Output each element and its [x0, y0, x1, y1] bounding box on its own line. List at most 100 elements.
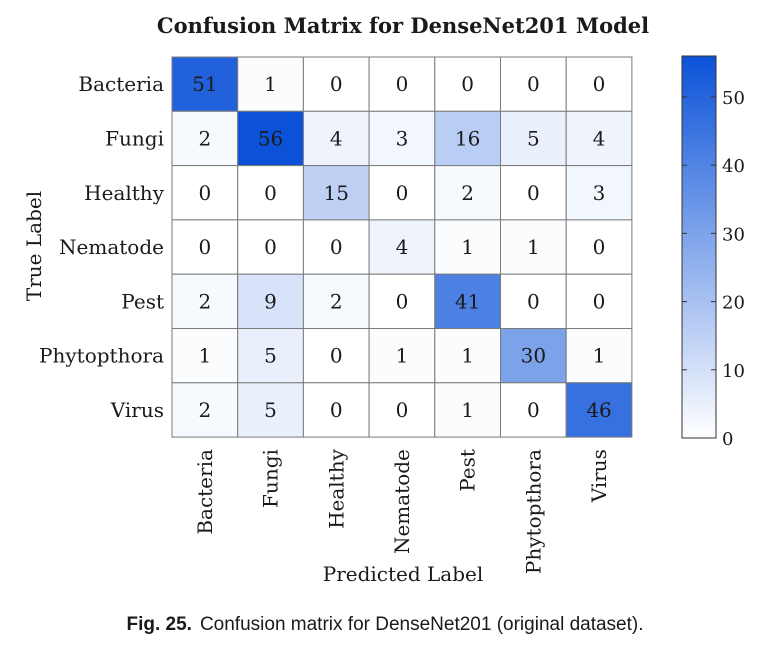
column-label-6: Virus: [587, 449, 611, 503]
colorbar-tick-label-5: 50: [722, 88, 745, 109]
cell-value-0-0: 51: [192, 72, 217, 96]
matrix-cell-4-0: [171, 273, 239, 330]
figure-caption: Fig. 25. Confusion matrix for DenseNet201…: [0, 614, 770, 636]
cell-value-2-3: 0: [396, 181, 409, 205]
cell-value-4-1: 9: [264, 289, 277, 313]
matrix-cell-5-4: [434, 328, 501, 384]
cell-value-0-1: 1: [264, 72, 277, 96]
cell-value-6-6: 46: [586, 398, 611, 422]
cell-value-6-2: 0: [330, 398, 343, 422]
cell-value-2-5: 0: [527, 181, 540, 205]
matrix-cell-2-6: [565, 165, 633, 221]
matrix-cell-5-6: [565, 328, 633, 384]
matrix-cell-3-3: [368, 219, 436, 275]
cell-value-3-1: 0: [264, 235, 277, 259]
row-label-3: Nematode: [59, 235, 164, 259]
matrix-cell-1-2: [302, 110, 370, 167]
cell-value-2-6: 3: [593, 181, 606, 205]
matrix-cell-5-3: [368, 328, 436, 384]
row-label-0: Bacteria: [78, 72, 164, 96]
row-label-4: Pest: [121, 289, 164, 313]
cell-value-6-1: 5: [264, 398, 277, 422]
cell-value-1-0: 2: [198, 126, 211, 150]
cell-value-2-4: 2: [461, 181, 474, 205]
column-labels: Bacteria Fungi Healthy Nematode Pest Phytopth…: [193, 448, 611, 574]
matrix-cell-3-5: [500, 219, 567, 275]
caption-text: Confusion matrix for DenseNet201 (origin…: [199, 614, 644, 635]
row-label-5: Phytopthora: [39, 344, 164, 368]
column-label-0: Bacteria: [193, 449, 217, 535]
matrix-cell-2-4: [434, 165, 501, 221]
cell-value-4-0: 2: [198, 289, 211, 313]
cell-value-1-1: 56: [258, 126, 283, 150]
cell-value-0-2: 0: [330, 72, 343, 96]
colorbar-tick-label-3: 30: [722, 224, 745, 245]
cell-value-0-5: 0: [527, 72, 540, 96]
column-label-2: Healthy: [324, 448, 348, 529]
cell-value-5-0: 1: [198, 344, 211, 368]
cell-value-4-2: 2: [330, 289, 343, 313]
cell-value-3-2: 0: [330, 235, 343, 259]
cell-value-6-3: 0: [396, 398, 409, 422]
cell-value-0-6: 0: [593, 72, 606, 96]
cell-value-2-1: 0: [264, 181, 277, 205]
cell-value-6-4: 1: [461, 398, 474, 422]
cell-value-5-3: 1: [396, 344, 409, 368]
cell-value-5-6: 1: [593, 344, 606, 368]
cell-value-6-5: 0: [527, 398, 540, 422]
row-label-6: Virus: [110, 398, 164, 422]
cell-value-2-2: 15: [324, 181, 349, 205]
cell-value-1-2: 4: [330, 126, 343, 150]
caption-label: Fig. 25.: [126, 614, 192, 635]
cell-value-4-5: 0: [527, 289, 540, 313]
matrix-cell-0-2: [302, 56, 370, 112]
colorbar-ticks: 0 10 20 30 40 50: [682, 88, 745, 450]
matrix-cell-1-0: [171, 110, 239, 167]
cell-value-3-5: 1: [527, 235, 540, 259]
row-label-2: Healthy: [84, 181, 165, 205]
matrix-cell-1-6: [565, 110, 633, 167]
matrix-cell-5-1: [237, 328, 304, 384]
cell-value-5-1: 5: [264, 344, 277, 368]
matrix-cell-6-2: [302, 382, 370, 438]
matrix-cell-2-3: [368, 165, 436, 221]
cell-value-4-6: 0: [593, 289, 606, 313]
cell-value-0-4: 0: [461, 72, 474, 96]
colorbar-tick-label-4: 40: [722, 156, 745, 177]
column-label-1: Fungi: [259, 449, 283, 508]
matrix-cell-6-6: [565, 382, 633, 438]
cell-value-1-6: 4: [593, 126, 606, 150]
colorbar: [681, 55, 717, 439]
matrix-cell-0-5: [500, 56, 567, 112]
matrix-cells: 51 1 0 0 0 0 02 56 4 3 16 5 40 0 15 0 2 0 30 0 0 4 1 1 02 9 2 0 41 0 0…: [171, 56, 633, 438]
cell-value-1-5: 5: [527, 126, 540, 150]
matrix-cell-6-5: [500, 382, 567, 438]
matrix-cell-2-2: [302, 165, 370, 221]
cell-value-3-3: 4: [396, 235, 409, 259]
matrix-cell-6-4: [434, 382, 501, 438]
cell-value-6-0: 2: [198, 398, 211, 422]
matrix-cell-3-1: [237, 219, 304, 275]
x-axis-label: Predicted Label: [323, 562, 484, 586]
matrix-cell-0-1: [237, 56, 304, 112]
row-labels: Bacteria Fungi Healthy Nematode Pest Phytopth…: [39, 72, 165, 422]
matrix-cell-1-4: [434, 110, 501, 167]
cell-value-4-4: 41: [455, 289, 480, 313]
column-label-4: Pest: [456, 449, 480, 492]
matrix-cell-2-1: [237, 165, 304, 221]
matrix-cell-3-6: [565, 219, 633, 275]
column-label-5: Phytopthora: [521, 449, 545, 574]
column-label-3: Nematode: [390, 449, 414, 554]
colorbar-tick-label-0: 0: [722, 429, 733, 450]
matrix-cell-0-0: [171, 56, 239, 112]
y-axis-label: True Label: [22, 191, 46, 301]
row-label-1: Fungi: [105, 126, 164, 150]
cell-value-1-4: 16: [455, 126, 480, 150]
cell-value-3-6: 0: [593, 235, 606, 259]
cell-value-5-4: 1: [461, 344, 474, 368]
cell-value-4-3: 0: [396, 289, 409, 313]
matrix-cell-4-2: [302, 273, 370, 330]
matrix-cell-3-0: [171, 219, 239, 275]
matrix-cell-2-5: [500, 165, 567, 221]
cell-value-1-3: 3: [396, 126, 409, 150]
